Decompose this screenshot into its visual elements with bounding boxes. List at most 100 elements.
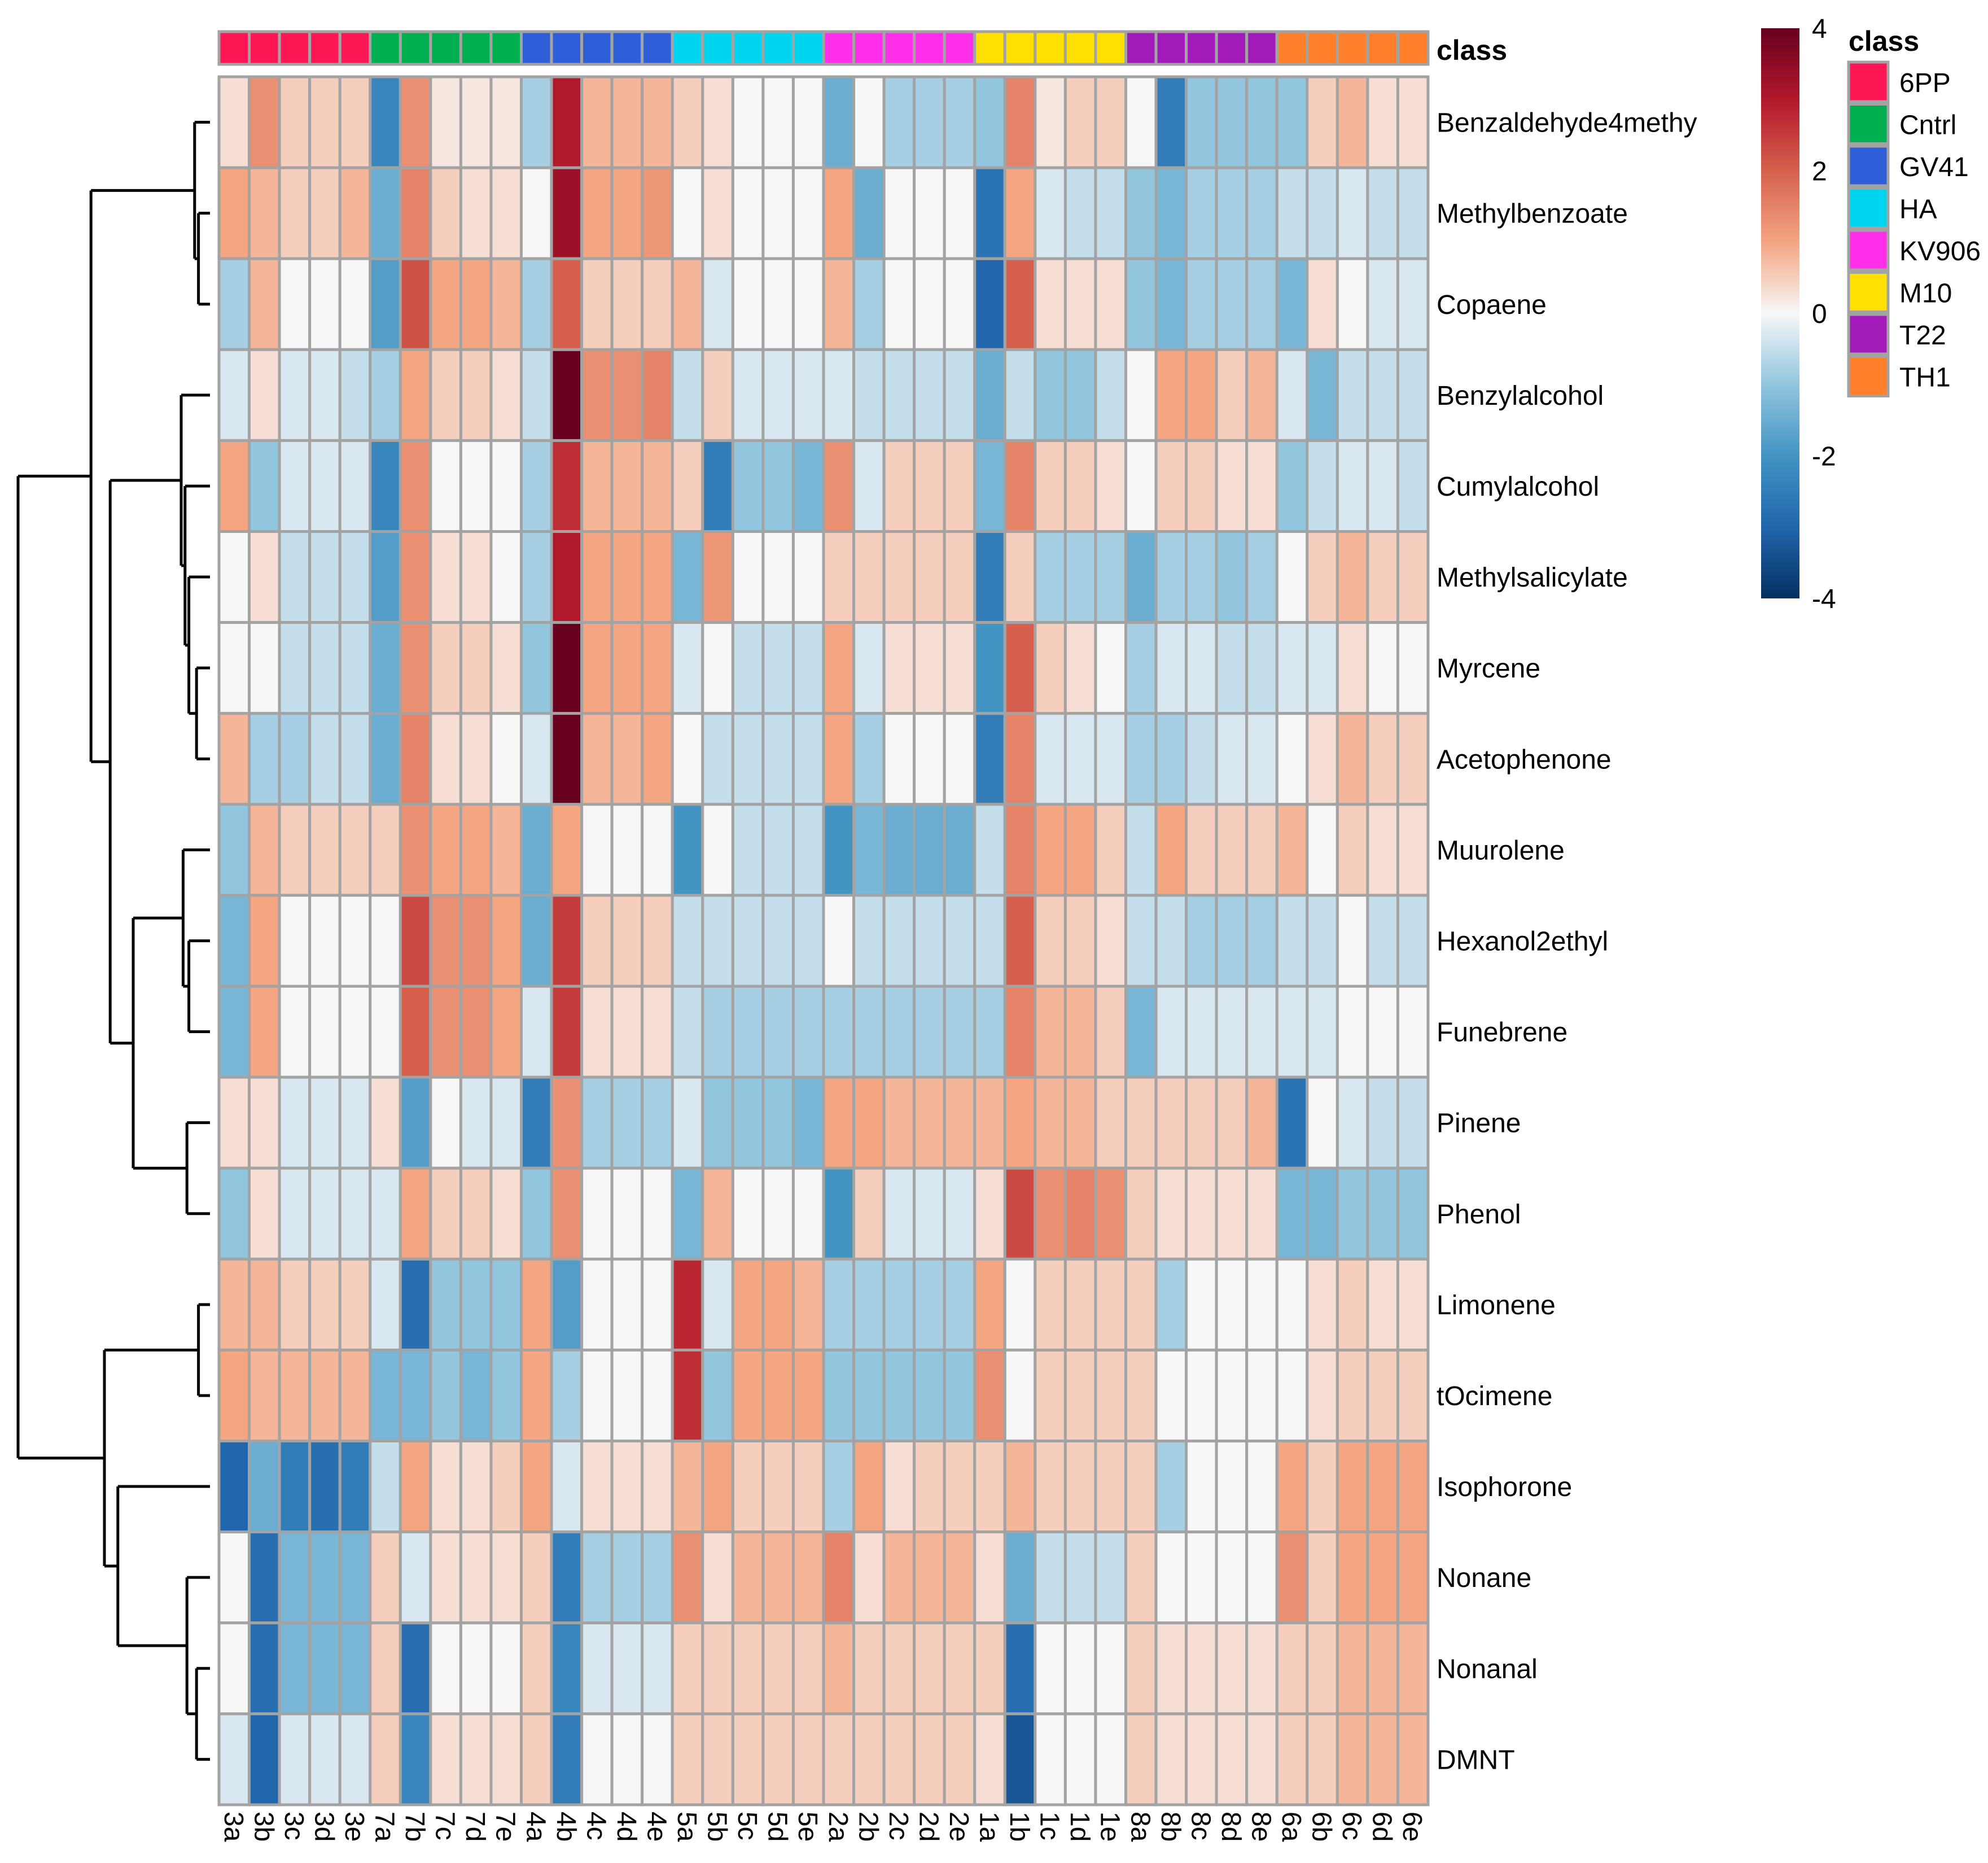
class-bar-cell-6a bbox=[1275, 30, 1309, 66]
heatmap-cell bbox=[1063, 530, 1097, 624]
heatmap-cell bbox=[550, 621, 584, 715]
heatmap-cell bbox=[1124, 894, 1158, 988]
class-legend-label: T22 bbox=[1899, 321, 1946, 351]
heatmap-cell bbox=[338, 712, 372, 806]
class-bar-cell-5b bbox=[701, 30, 734, 66]
heatmap-cell bbox=[1185, 257, 1218, 351]
heatmap-cell bbox=[580, 348, 614, 442]
heatmap-cell bbox=[852, 348, 886, 442]
heatmap-cell bbox=[731, 1621, 765, 1716]
heatmap-cell bbox=[1094, 75, 1127, 169]
heatmap-cell bbox=[882, 75, 916, 169]
heatmap-cell bbox=[1063, 1257, 1097, 1352]
heatmap-cell bbox=[610, 1075, 644, 1170]
row-label: Methylsalicylate bbox=[1437, 563, 1628, 593]
heatmap-cell bbox=[610, 621, 644, 715]
heatmap-cell bbox=[761, 894, 795, 988]
heatmap-cell bbox=[1245, 1621, 1278, 1716]
heatmap-cell bbox=[671, 1166, 704, 1261]
heatmap-cell bbox=[671, 1257, 704, 1352]
class-bar-cell-4b bbox=[550, 30, 584, 66]
heatmap-cell bbox=[429, 803, 462, 897]
heatmap-cell bbox=[1275, 1530, 1309, 1625]
heatmap-cell bbox=[1335, 985, 1369, 1079]
column-label: 3a bbox=[218, 1812, 248, 1842]
heatmap-cell bbox=[580, 530, 614, 624]
heatmap-cell bbox=[943, 530, 977, 624]
heatmap-cell bbox=[1063, 1075, 1097, 1170]
heatmap-cell bbox=[1124, 75, 1158, 169]
column-label: 8d bbox=[1216, 1812, 1246, 1842]
heatmap-cell bbox=[610, 1712, 644, 1807]
heatmap-cell bbox=[882, 439, 916, 533]
heatmap-cell bbox=[943, 257, 977, 351]
heatmap-cell bbox=[429, 257, 462, 351]
class-bar-cell-1d bbox=[1063, 30, 1097, 66]
heatmap-cell bbox=[489, 1257, 523, 1352]
heatmap-cell bbox=[1003, 712, 1037, 806]
heatmap-cell bbox=[913, 75, 946, 169]
class-bar-cell-5a bbox=[671, 30, 704, 66]
heatmap-cell bbox=[610, 894, 644, 988]
heatmap-cell bbox=[671, 439, 704, 533]
heatmap-cell bbox=[248, 348, 281, 442]
heatmap-cell bbox=[822, 803, 856, 897]
heatmap-cell bbox=[1003, 1166, 1037, 1261]
heatmap-cell bbox=[1366, 530, 1399, 624]
heatmap-cell bbox=[641, 1257, 674, 1352]
heatmap-cell bbox=[338, 257, 372, 351]
heatmap-cell bbox=[1034, 1348, 1067, 1442]
heatmap-cell bbox=[429, 1440, 462, 1534]
heatmap-cell bbox=[822, 1257, 856, 1352]
heatmap-cell bbox=[489, 1166, 523, 1261]
heatmap-cell bbox=[1094, 1440, 1127, 1534]
row-label: Copaene bbox=[1437, 290, 1547, 320]
heatmap-cell bbox=[1366, 166, 1399, 260]
heatmap-cell bbox=[1396, 257, 1430, 351]
heatmap-cell bbox=[882, 1075, 916, 1170]
heatmap-cell bbox=[1245, 621, 1278, 715]
heatmap-cell bbox=[1215, 1075, 1249, 1170]
heatmap-cell bbox=[822, 1166, 856, 1261]
heatmap-cell bbox=[610, 1621, 644, 1716]
class-legend: class 6PP Cntrl GV41 HA KV906 M10 T22 TH1 bbox=[1847, 25, 1981, 397]
heatmap-cell bbox=[791, 894, 825, 988]
heatmap-cell bbox=[671, 1348, 704, 1442]
heatmap-cell bbox=[973, 1530, 1006, 1625]
heatmap-cell bbox=[973, 1166, 1006, 1261]
heatmap-cell bbox=[278, 1348, 312, 1442]
heatmap-cell bbox=[973, 894, 1006, 988]
heatmap-cell bbox=[1215, 621, 1249, 715]
class-bar-cell-6b bbox=[1306, 30, 1339, 66]
heatmap-cell bbox=[248, 621, 281, 715]
heatmap-cell bbox=[459, 439, 493, 533]
heatmap-cell bbox=[429, 1530, 462, 1625]
heatmap-cell bbox=[731, 1166, 765, 1261]
heatmap-cell bbox=[913, 1712, 946, 1807]
heatmap-cell bbox=[429, 439, 462, 533]
heatmap-cell bbox=[641, 1166, 674, 1261]
heatmap-cell bbox=[338, 803, 372, 897]
heatmap-cell bbox=[248, 1621, 281, 1716]
heatmap-cell bbox=[1124, 621, 1158, 715]
heatmap-cell bbox=[610, 257, 644, 351]
heatmap-cell bbox=[1306, 1530, 1339, 1625]
heatmap-cell bbox=[731, 530, 765, 624]
column-label: 6e bbox=[1397, 1812, 1427, 1842]
column-label: 1d bbox=[1065, 1812, 1094, 1842]
heatmap-cell bbox=[550, 1348, 584, 1442]
heatmap-cell bbox=[278, 712, 312, 806]
heatmap-cell bbox=[671, 712, 704, 806]
class-bar-cell-6c bbox=[1335, 30, 1369, 66]
heatmap-cell bbox=[1366, 1348, 1399, 1442]
heatmap-cell bbox=[308, 166, 341, 260]
heatmap-cell bbox=[913, 1621, 946, 1716]
heatmap-cell bbox=[1366, 439, 1399, 533]
heatmap-cell bbox=[671, 621, 704, 715]
heatmap-cell bbox=[882, 1166, 916, 1261]
heatmap-cell bbox=[1306, 1621, 1339, 1716]
heatmap-cell bbox=[399, 1530, 432, 1625]
heatmap-cell bbox=[641, 985, 674, 1079]
heatmap-cell bbox=[1215, 712, 1249, 806]
column-label: 7a bbox=[370, 1812, 400, 1842]
